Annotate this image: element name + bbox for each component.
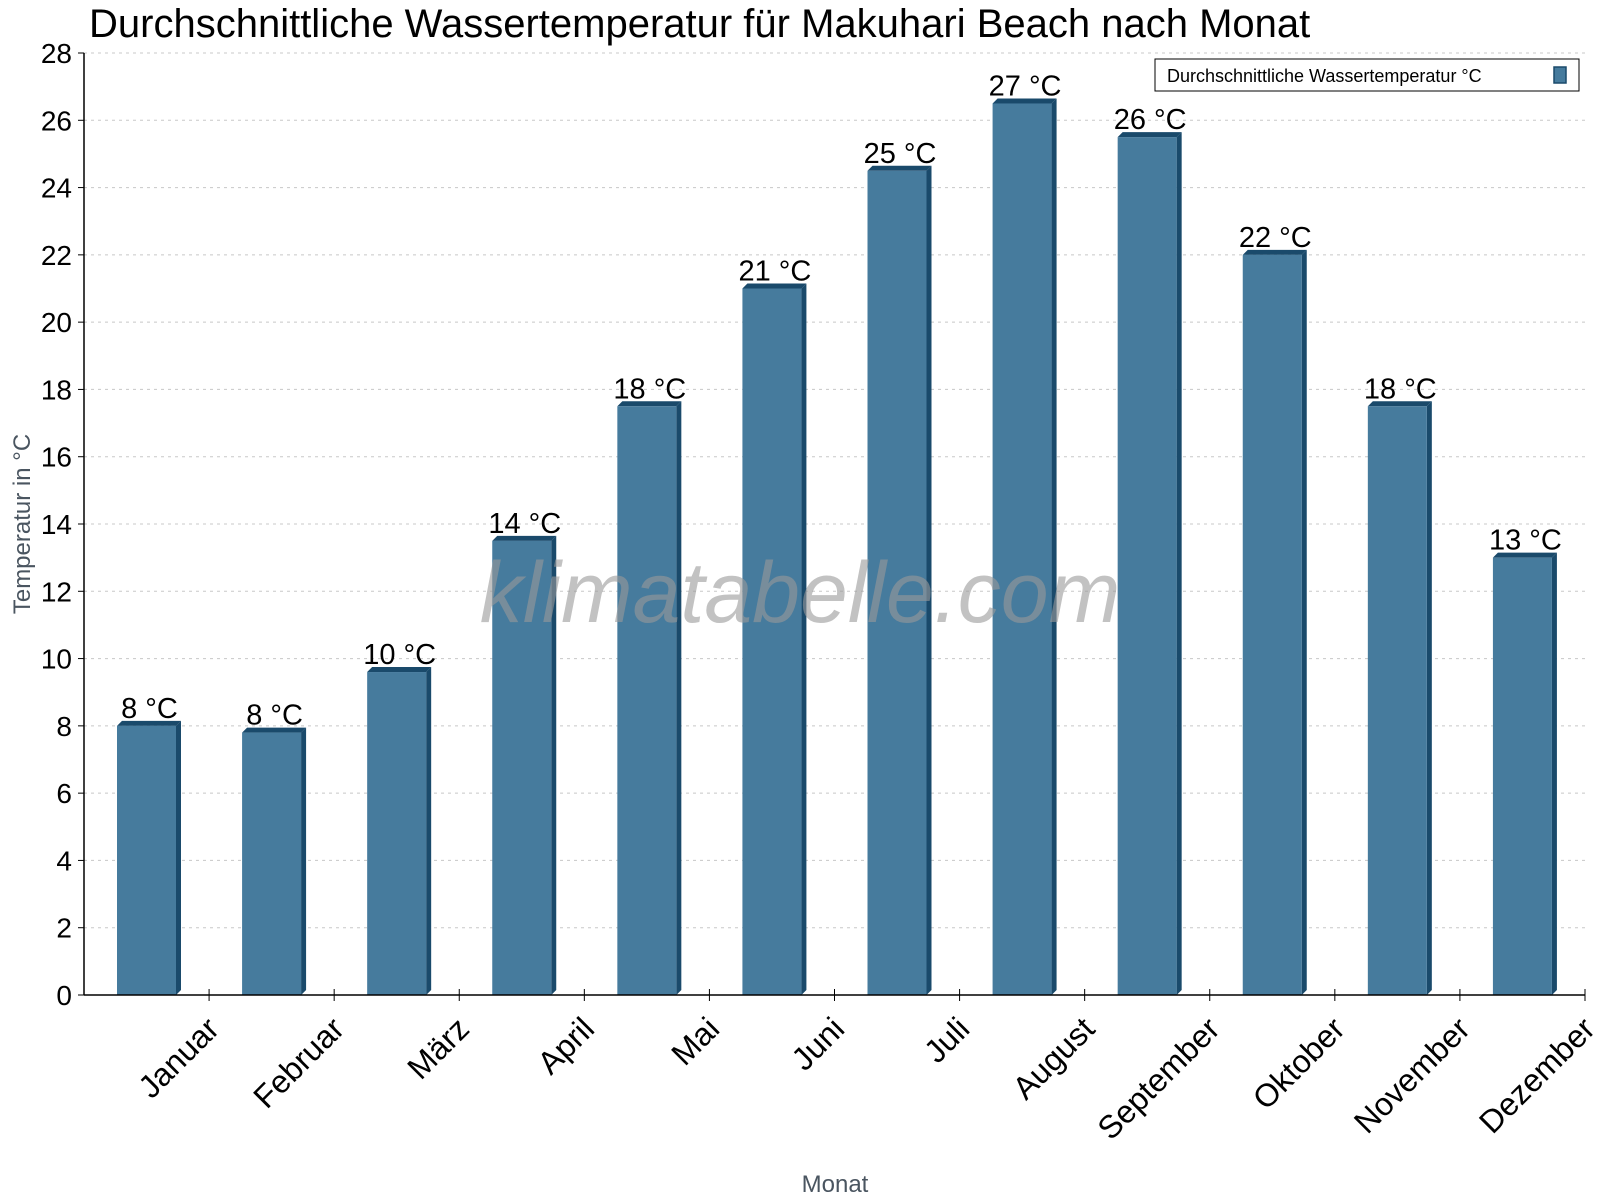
bar-side — [1426, 401, 1432, 995]
bar — [242, 732, 302, 995]
bar-side — [551, 535, 557, 995]
y-tick-label: 8 — [56, 711, 72, 742]
bar-side — [1551, 552, 1557, 995]
legend: Durchschnittliche Wassertemperatur °C — [1154, 58, 1580, 92]
x-tick-label: Juli — [917, 1010, 976, 1069]
bar — [617, 406, 677, 995]
gridlines — [84, 52, 1585, 929]
x-tick-label: September — [1090, 1010, 1226, 1146]
data-label: 22 °C — [1239, 222, 1312, 254]
bar — [1367, 406, 1427, 995]
y-tick-label: 18 — [41, 374, 72, 405]
x-tick-label: Januar — [131, 1010, 226, 1105]
x-tick-label: November — [1347, 1010, 1477, 1140]
legend-swatch — [1553, 66, 1567, 84]
x-tick-label: Mai — [664, 1010, 726, 1072]
y-tick-label: 22 — [41, 240, 72, 271]
data-label: 18 °C — [613, 373, 686, 405]
bar — [867, 170, 927, 995]
data-label: 26 °C — [1114, 104, 1187, 136]
y-tick-label: 16 — [41, 442, 72, 473]
x-tick-label: Februar — [246, 1010, 351, 1115]
x-tick-label: März — [400, 1010, 476, 1086]
bar-side — [926, 165, 932, 995]
data-label: 8 °C — [121, 693, 178, 725]
x-ticks: Januar Februar März April Mai Juni Juli AugustS… — [131, 1010, 1600, 1146]
bar-top — [117, 720, 181, 726]
bar-top — [242, 727, 307, 733]
y-tick-label: 12 — [41, 576, 72, 607]
bar-side — [176, 720, 181, 995]
bar — [1492, 557, 1552, 995]
x-tick-label: April — [530, 1010, 601, 1081]
bar-top — [1492, 552, 1557, 558]
y-tick-label: 14 — [41, 509, 72, 540]
bar — [1242, 254, 1302, 995]
data-label: 10 °C — [363, 639, 436, 671]
bars — [117, 98, 1557, 995]
bar-top — [617, 401, 682, 407]
data-label: 14 °C — [488, 508, 561, 540]
data-label: 27 °C — [989, 70, 1062, 102]
x-axis-label: Monat — [802, 1171, 869, 1198]
x-tick-label: Juni — [784, 1010, 851, 1077]
data-label: 18 °C — [1364, 373, 1437, 405]
y-tick-label: 0 — [56, 980, 72, 1011]
x-tick-label: Dezember — [1472, 1010, 1600, 1140]
bar — [117, 725, 176, 995]
bar-side — [301, 727, 307, 995]
data-label: 13 °C — [1489, 525, 1562, 557]
y-axis-label: Temperatur in °C — [9, 434, 36, 614]
bar-top — [1367, 401, 1432, 407]
y-tick-label: 24 — [41, 173, 72, 204]
bar-top — [742, 283, 807, 289]
bar-top — [1242, 249, 1307, 255]
y-tick-label: 26 — [41, 105, 72, 136]
chart-title: Durchschnittliche Wassertemperatur für M… — [89, 2, 1310, 46]
y-tick-label: 28 — [41, 38, 72, 69]
bar-side — [426, 667, 432, 995]
data-label: 21 °C — [738, 256, 811, 288]
bar — [367, 672, 427, 995]
bar-side — [1051, 98, 1057, 995]
bar-top — [992, 98, 1057, 104]
x-tick-label: Oktober — [1246, 1010, 1352, 1116]
bar-top — [867, 165, 932, 171]
bar — [992, 103, 1052, 995]
data-labels: 8 °C 8 °C 10 °C 14 °C 18 °C 21 °C 25 °C 27 °C 26… — [121, 70, 1562, 731]
y-tick-label: 4 — [56, 845, 72, 876]
bar-side — [1176, 132, 1182, 995]
y-tick-label: 2 — [56, 913, 72, 944]
legend-label: Durchschnittliche Wassertemperatur °C — [1167, 66, 1482, 86]
bar-side — [801, 283, 807, 995]
bar-top — [1117, 132, 1182, 138]
bar-side — [1301, 249, 1307, 995]
axes — [78, 52, 1586, 1001]
y-tick-label: 10 — [41, 644, 72, 675]
bar — [492, 540, 552, 995]
data-label: 25 °C — [864, 138, 937, 170]
bar-side — [676, 401, 682, 995]
bar — [742, 288, 802, 995]
y-tick-label: 20 — [41, 307, 72, 338]
watermark: klimatabelle.com — [480, 545, 1120, 641]
x-tick-label: August — [1006, 1010, 1102, 1106]
y-tick-label: 6 — [56, 778, 72, 809]
bar-top — [492, 535, 557, 541]
legend-box — [1154, 58, 1580, 92]
bar — [1117, 137, 1177, 995]
bar-top — [367, 667, 432, 673]
data-label: 8 °C — [246, 700, 303, 732]
